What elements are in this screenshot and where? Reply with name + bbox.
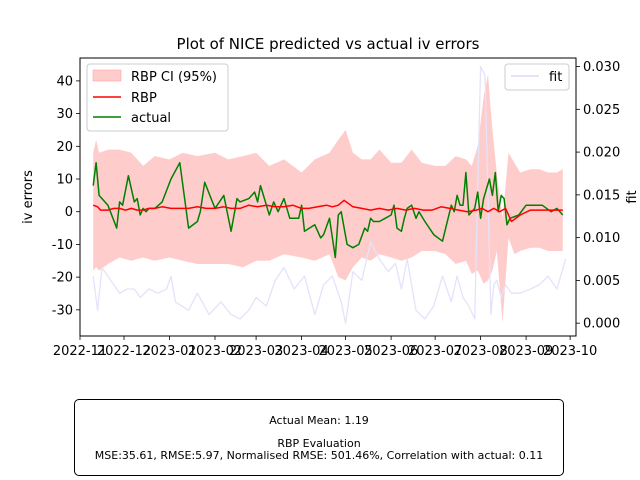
x-tick-label: 2023-01 (142, 344, 196, 359)
x-tick-label: 2022-12 (97, 344, 151, 359)
y2-tick-label: 0.005 (583, 274, 620, 289)
y2-tick-label: 0.025 (583, 103, 620, 118)
x-tick-label: 2023-09 (499, 344, 553, 359)
x-tick-label: 2023-06 (364, 344, 418, 359)
ci-band (93, 74, 563, 323)
legend-fit: fit (504, 63, 570, 91)
ci-band-group (93, 74, 563, 323)
legend-fit-frame (504, 63, 570, 91)
rbp-series-group (92, 199, 563, 223)
y-tick-label: 0 (65, 205, 73, 220)
y-tick-label: 20 (56, 140, 73, 155)
fit-line (92, 65, 567, 324)
legend-main-frame (86, 63, 229, 132)
chart-title: Plot of NICE predicted vs actual iv erro… (177, 35, 480, 53)
actual-mean-text: Actual Mean: 1.19 (269, 414, 369, 427)
actual-line (92, 161, 564, 259)
rbp-line (92, 199, 563, 223)
x-tick-label: 2023-10 (543, 344, 597, 359)
legend-ci-swatch (92, 69, 122, 82)
actual-series-group (92, 161, 564, 259)
legend-fit-label: fit (549, 70, 562, 85)
x-tick-label: 2023-07 (408, 344, 462, 359)
y2-tick-label: 0.020 (583, 146, 620, 161)
y-tick-label: 40 (56, 74, 73, 89)
legend-rbp-label: RBP (131, 91, 157, 106)
y-tick-label: 10 (56, 173, 73, 188)
y2-axis-label: fit (625, 190, 640, 203)
x-tick-label: 2023-04 (274, 344, 328, 359)
legend-main: RBP CI (95%) RBP actual (86, 63, 229, 132)
plot-frame (79, 57, 577, 337)
x-tick-label: 2023-03 (229, 344, 283, 359)
fit-series-group (92, 65, 567, 324)
legend-ci-label: RBP CI (95%) (131, 70, 217, 85)
y-tick-label: -30 (52, 303, 73, 318)
y2-tick-label: 0.030 (583, 60, 620, 75)
x-tick-label: 2023-05 (318, 344, 372, 359)
evaluation-stats-box: Actual Mean: 1.19 RBP Evaluation MSE:35.… (74, 399, 564, 476)
rbp-evaluation-title: RBP Evaluation (277, 437, 361, 450)
y-axis-label: iv errors (21, 170, 36, 224)
legend-actual-label: actual (131, 111, 171, 126)
x-tick-label: 2023-08 (453, 344, 507, 359)
y2-tick-label: 0.015 (583, 188, 620, 203)
y-tick-label: 30 (56, 107, 73, 122)
y-axis-right: 0.000 0.005 0.010 0.015 0.020 0.025 0.030 (576, 60, 620, 332)
y-tick-label: -10 (52, 238, 73, 253)
x-axis: 2022-112022-122023-012023-022023-032023-… (53, 336, 597, 359)
rbp-evaluation-metrics: MSE:35.61, RMSE:5.97, Normalised RMSE: 5… (94, 449, 544, 462)
x-tick-label: 2022-11 (53, 344, 107, 359)
y-tick-label: -20 (52, 271, 73, 286)
y-axis-left: -30 -20 -10 0 10 20 30 40 (52, 74, 80, 318)
y2-tick-label: 0.010 (583, 231, 620, 246)
y2-tick-label: 0.000 (583, 317, 620, 332)
x-tick-label: 2023-02 (188, 344, 242, 359)
plot-area (92, 65, 567, 324)
